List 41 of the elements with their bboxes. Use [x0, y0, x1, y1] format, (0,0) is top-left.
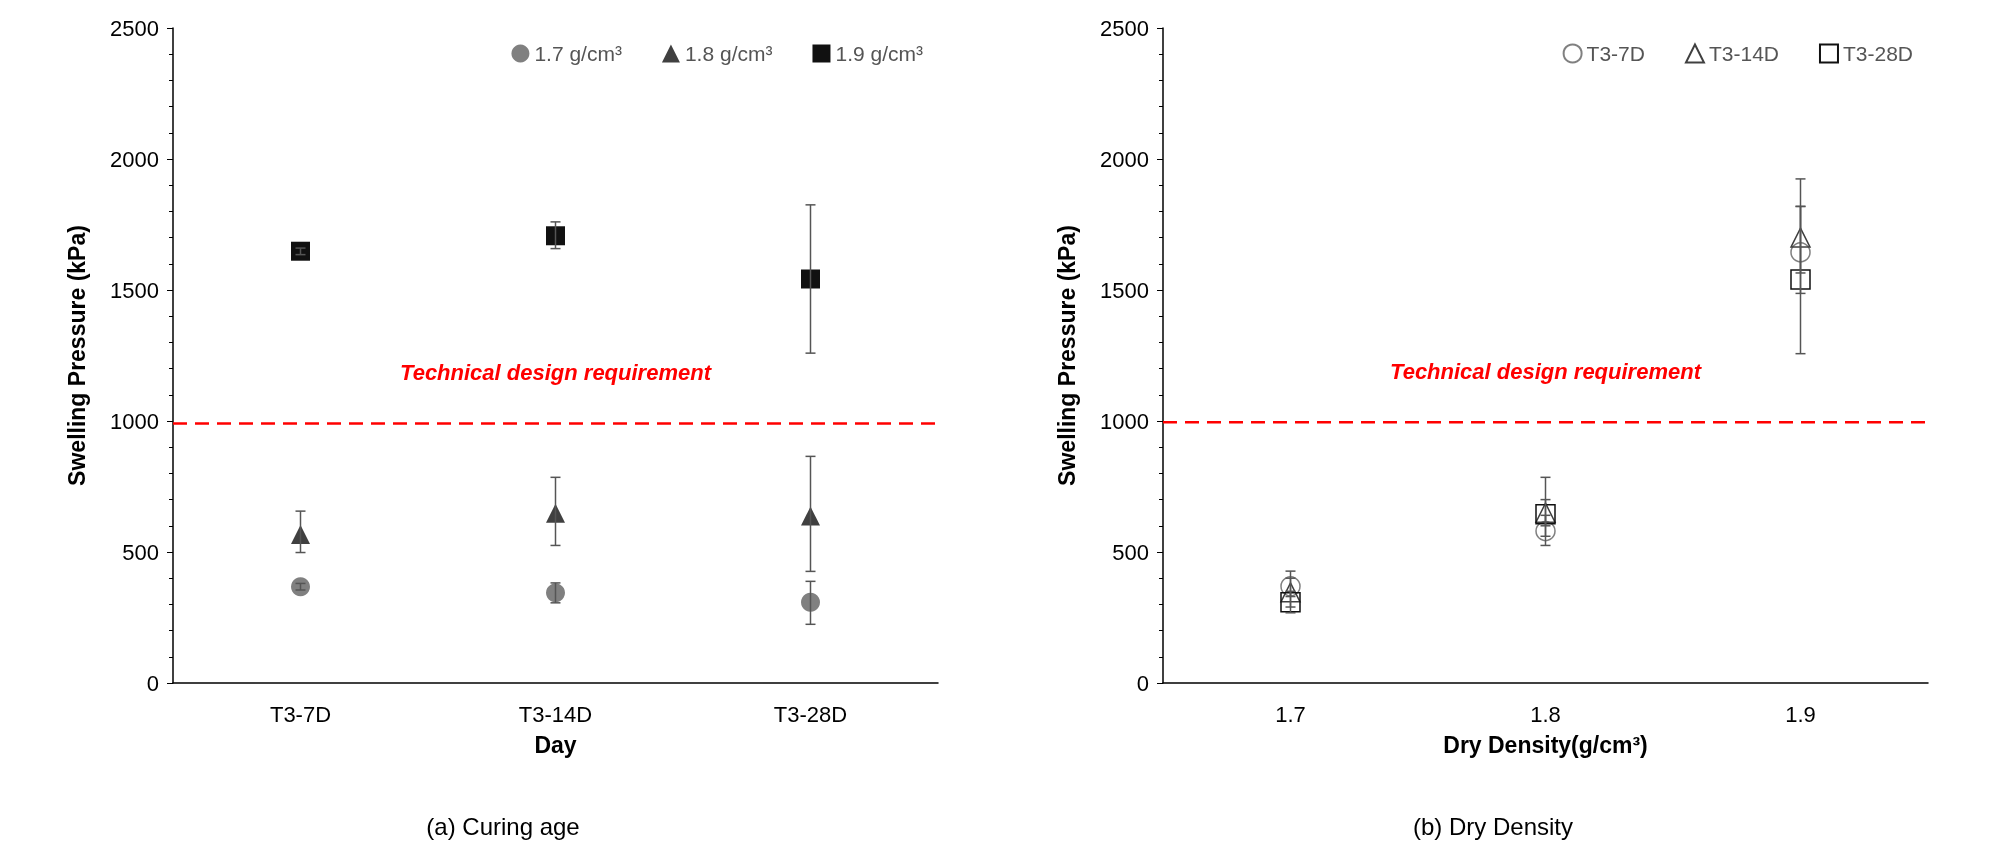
point: [1790, 227, 1811, 248]
point: [801, 269, 820, 289]
x-tick-label: 1.9: [1785, 701, 1816, 727]
point: [291, 241, 310, 261]
point: [1790, 269, 1811, 290]
x-tick-label: T3-28D: [773, 701, 848, 727]
x-tick-label: T3-14D: [518, 701, 593, 727]
y-tick-label: 500: [1112, 539, 1149, 565]
y-tick-label: 1000: [110, 408, 159, 434]
y-tick-label: 2000: [110, 146, 159, 172]
y-tick-label: 2500: [110, 15, 159, 41]
point: [1280, 582, 1301, 603]
x-axis-title: Dry Density(g/cm³): [1443, 731, 1648, 758]
y-axis-title: Swelling Pressure (kPa): [63, 225, 90, 486]
y-tick-label: 2500: [1100, 15, 1149, 41]
point: [801, 592, 820, 612]
point: [546, 226, 565, 246]
legend-label: 1.9 g/cm³: [835, 42, 924, 65]
x-axis-title: Day: [534, 731, 577, 758]
legend-label: 1.7 g/cm³: [534, 42, 622, 65]
y-tick-label: 1500: [110, 277, 159, 303]
text: (a) Curing age: [426, 812, 580, 840]
x-tick-label: T3-7D: [269, 701, 332, 727]
legend-label: T3-28D: [1842, 42, 1914, 65]
y-tick-label: 2000: [1100, 146, 1149, 172]
x-tick-label: 1.8: [1530, 701, 1561, 727]
point: [1280, 576, 1301, 597]
point: [1790, 242, 1811, 263]
y-tick-label: 0: [146, 670, 159, 696]
y-axis-title: Swelling Pressure (kPa): [1053, 225, 1080, 486]
x-tick-label: 1.7: [1275, 701, 1306, 727]
y-tick-label: 1000: [1100, 408, 1149, 434]
text: (b) Dry Density: [1412, 812, 1574, 840]
y-tick-label: 1500: [1100, 277, 1149, 303]
y-tick-label: 500: [122, 539, 159, 565]
legend-label: T3-14D: [1708, 42, 1779, 65]
legend-label: 1.8 g/cm³: [684, 42, 773, 65]
legend-label: T3-7D: [1586, 42, 1645, 65]
ref-line-label: Technical design requirement: [1390, 358, 1703, 384]
y-tick-label: 0: [1136, 670, 1149, 696]
ref-line-label: Technical design requirement: [400, 360, 713, 386]
